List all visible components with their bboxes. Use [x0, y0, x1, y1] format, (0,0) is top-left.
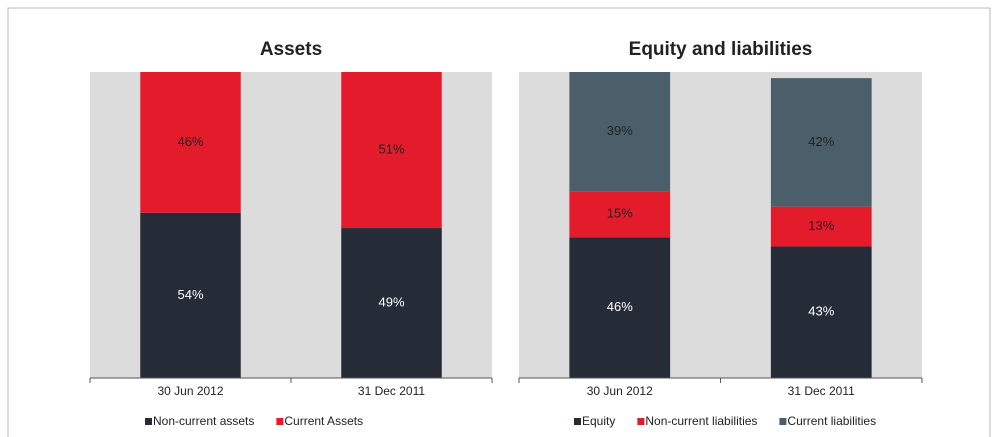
legend-label: Non-current liabilities — [645, 414, 757, 428]
chart-title: Assets — [260, 39, 322, 60]
frame — [7, 7, 991, 437]
value-label: 13% — [808, 218, 834, 233]
bar-segment — [569, 72, 671, 192]
legend-label: Non-current assets — [153, 414, 254, 428]
value-label: 42% — [808, 134, 834, 149]
bar-segment — [569, 237, 671, 378]
value-label: 54% — [177, 287, 203, 302]
legend-swatch — [779, 418, 787, 425]
legend-swatch — [276, 418, 284, 425]
value-label: 43% — [808, 304, 834, 319]
chart-title: Equity and liabilities — [629, 39, 813, 60]
value-label: 46% — [177, 134, 203, 149]
value-label: 15% — [607, 206, 633, 221]
x-tick-label: 31 Dec 2011 — [788, 384, 855, 398]
bar-segment — [341, 72, 442, 229]
value-label: 39% — [607, 123, 633, 138]
x-tick-label: 30 Jun 2012 — [157, 384, 223, 398]
x-tick-label: 30 Jun 2012 — [587, 384, 653, 398]
value-label: 49% — [378, 294, 404, 309]
value-label: 51% — [378, 141, 404, 156]
bar-segment — [140, 212, 241, 378]
bar-segment — [770, 206, 872, 247]
legend-swatch — [574, 418, 581, 425]
bar-segment — [770, 78, 872, 207]
bar-segment — [770, 246, 872, 378]
legend-swatch — [637, 418, 645, 425]
bar-segment — [569, 191, 671, 238]
value-label: 46% — [607, 299, 633, 314]
legend-swatch — [145, 418, 152, 425]
legend-label: Equity — [582, 414, 615, 428]
bar-segment — [341, 228, 442, 378]
x-tick-label: 31 Dec 2011 — [358, 384, 425, 398]
bar-segment — [140, 72, 241, 213]
legend-label: Current Assets — [284, 414, 363, 428]
legend-label: Current liabilities — [787, 414, 876, 428]
